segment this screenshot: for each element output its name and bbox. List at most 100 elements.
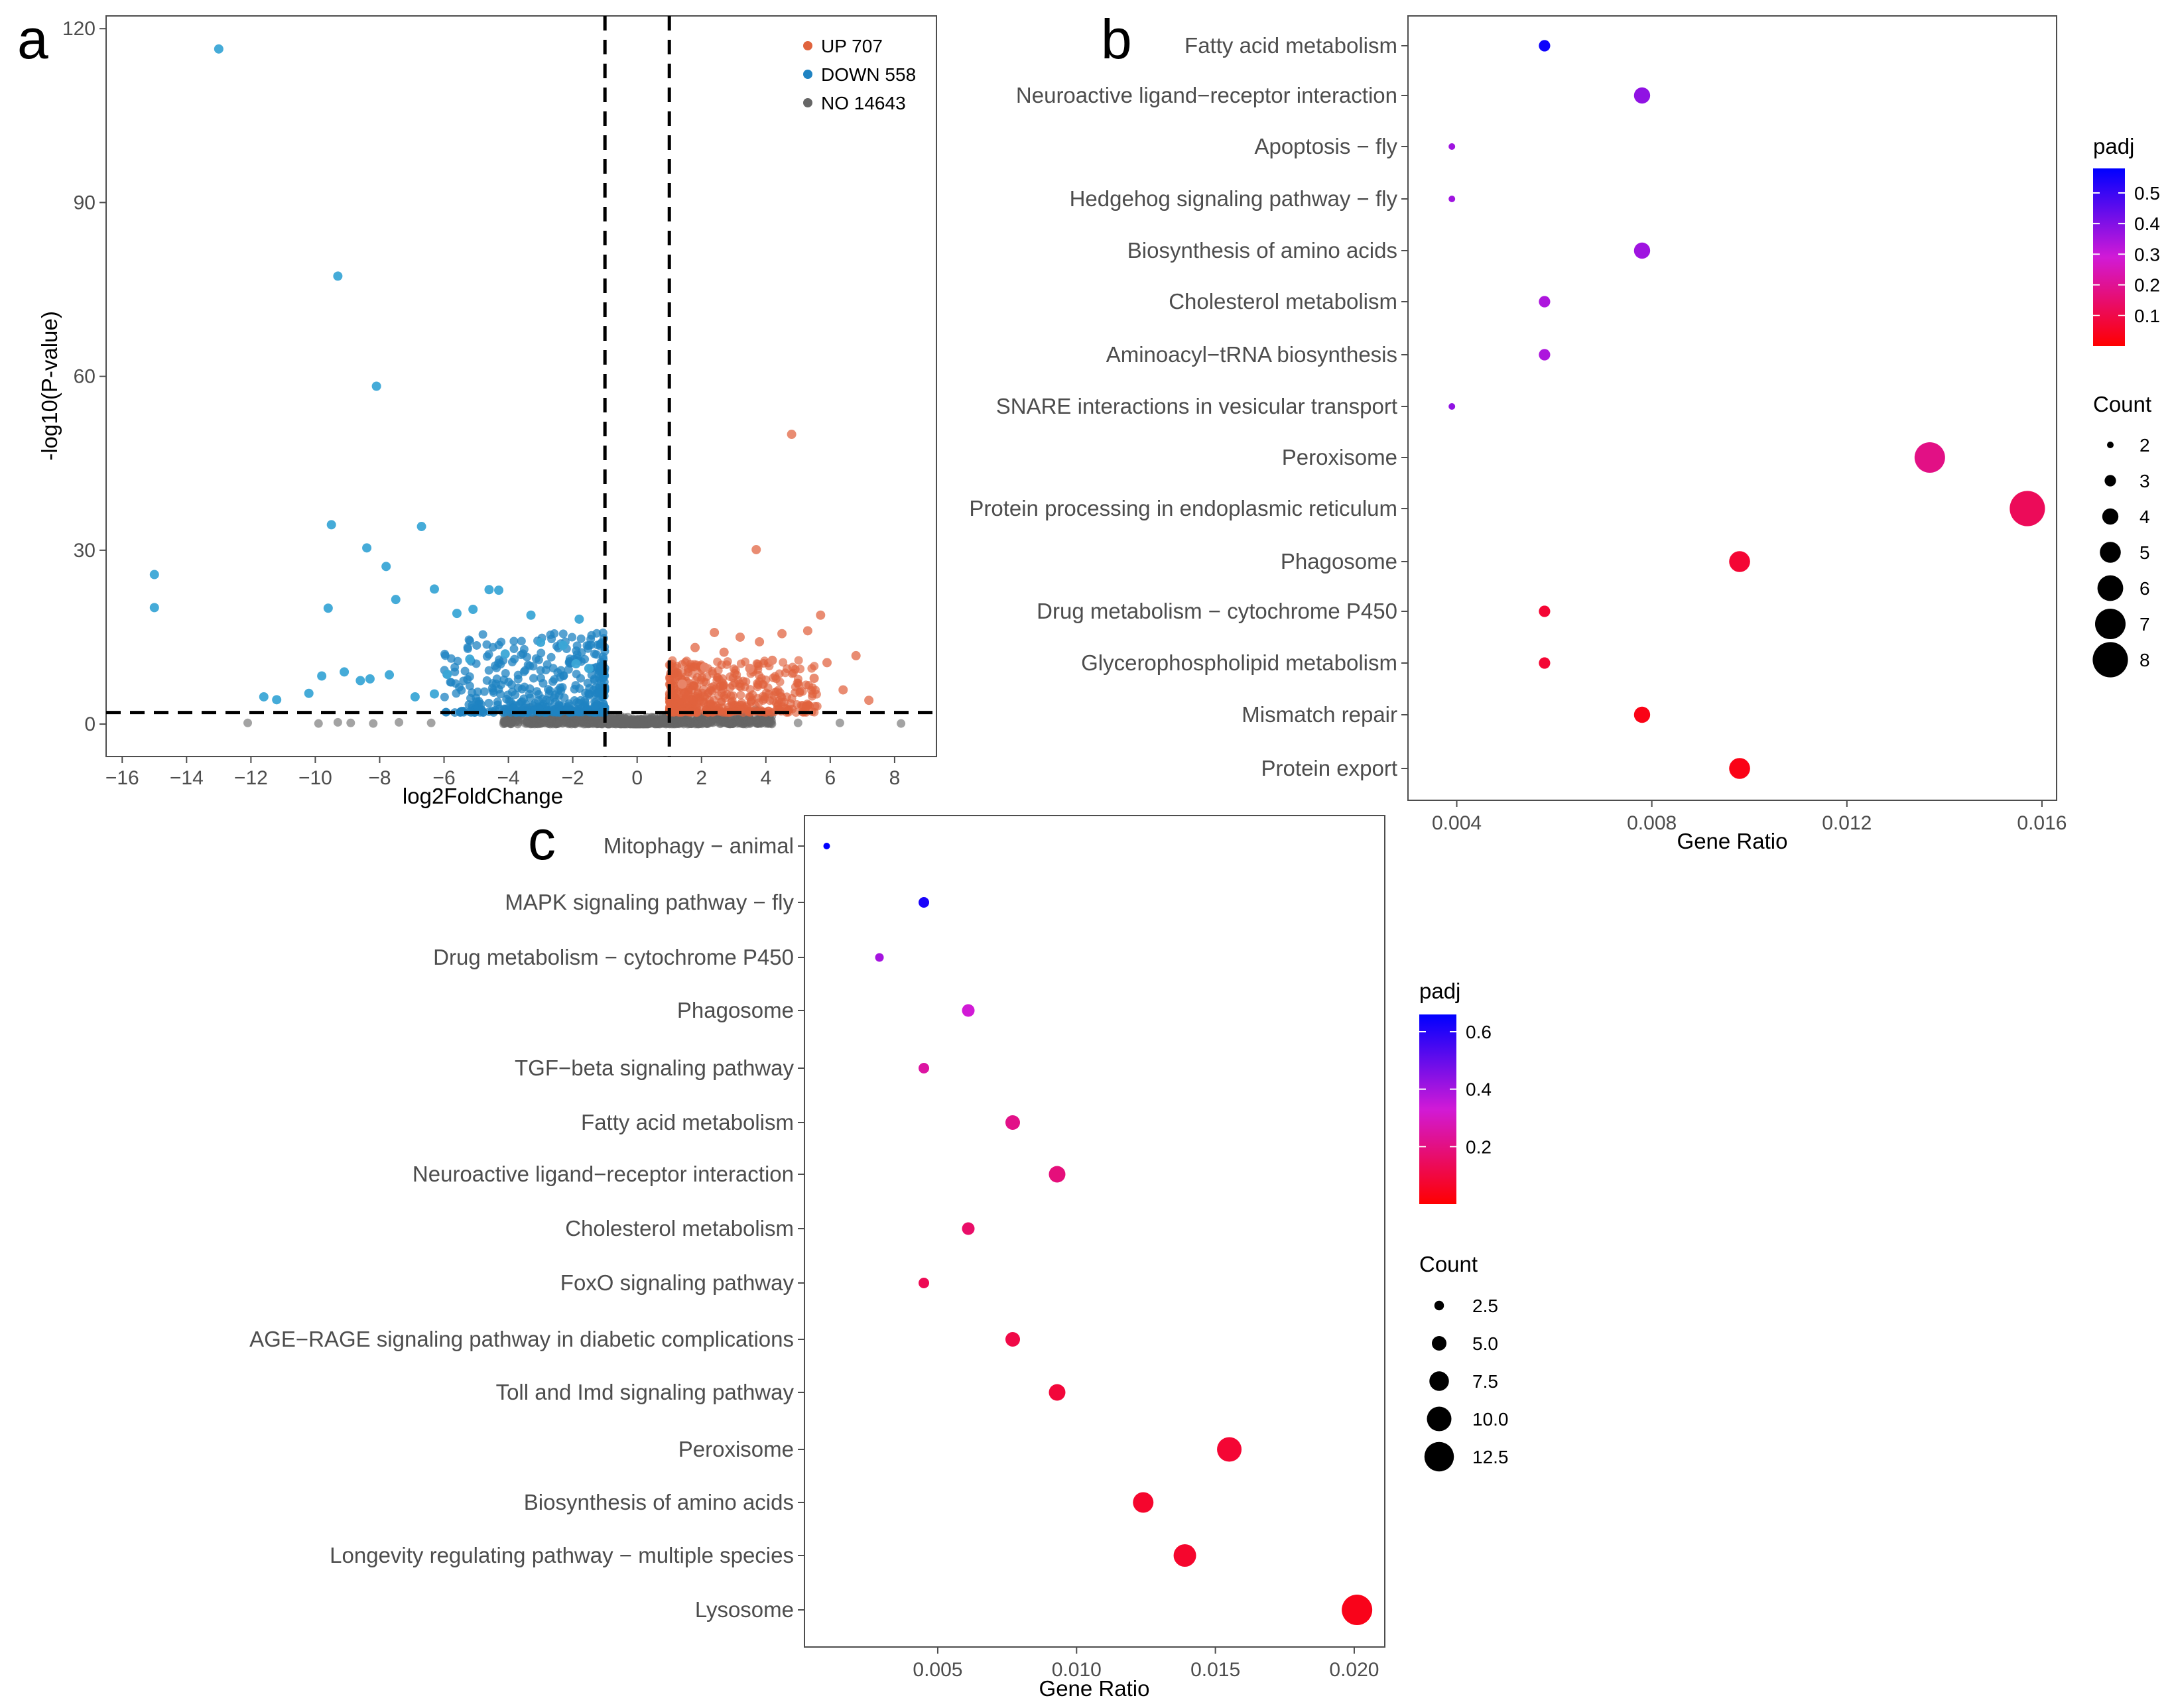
volcano-point-up [745, 692, 754, 702]
volcano-point-down [534, 696, 543, 705]
x-tick-label: 0.020 [1329, 1659, 1379, 1681]
size-legend-label: 3 [2140, 471, 2150, 491]
volcano-point-down [440, 692, 449, 702]
volcano-point-down [593, 640, 602, 650]
volcano-point-down [488, 679, 497, 688]
pathway-dot [1448, 196, 1456, 202]
category-label: Glycerophospholipid metabolism [1081, 650, 1397, 675]
volcano-point-down [490, 661, 499, 670]
volcano-x-tick-label: −10 [298, 767, 332, 789]
legend-up-swatch [803, 41, 812, 50]
volcano-point-down [581, 688, 590, 698]
pathway-dot [1633, 87, 1651, 104]
volcano-point-down [463, 675, 472, 684]
volcano-point-up [838, 685, 848, 695]
volcano-point-up [723, 657, 732, 666]
volcano-x-tick-label: 6 [825, 767, 836, 789]
volcano-point-no [761, 719, 770, 728]
volcano-point-down [522, 652, 531, 662]
volcano-y-axis: 0 30 60 90 120 [62, 18, 106, 735]
size-legend-dot [2097, 575, 2124, 601]
volcano-point-up [700, 662, 710, 672]
volcano-point-down [493, 698, 502, 707]
volcano-point-no [333, 717, 342, 727]
volcano-point-down [590, 674, 599, 684]
volcano-point-down [495, 690, 505, 699]
volcano-point-down [584, 644, 593, 653]
volcano-point-no [793, 718, 802, 727]
volcano-point-up [734, 675, 743, 684]
volcano-point-up [807, 664, 816, 673]
pathway-dot [1539, 40, 1551, 52]
volcano-x-tick-label: −14 [170, 767, 204, 789]
dotplot-c-colorbar [1419, 1014, 1456, 1204]
volcano-point-down [572, 641, 582, 650]
volcano-point-down [541, 666, 550, 675]
volcano-point-up [793, 674, 802, 684]
category-label: Drug metabolism − cytochrome P450 [433, 945, 794, 969]
dotplot-c-x-axis-title: Gene Ratio [1039, 1676, 1150, 1701]
volcano-point-no [687, 719, 696, 728]
volcano-point-down [598, 628, 607, 637]
volcano-point-down [474, 697, 483, 706]
x-tick-label: 0.008 [1627, 812, 1677, 834]
volcano-point-no [553, 719, 562, 729]
legend-up-label: UP 707 [821, 36, 883, 56]
volcano-point-down [554, 686, 563, 695]
volcano-point-up [791, 708, 800, 717]
category-label: Protein export [1261, 756, 1397, 780]
volcano-point-no [728, 719, 737, 729]
dotplot-c-categories: Mitophagy − animal MAPK signaling pathway… [249, 833, 804, 1622]
volcano-point-down [501, 668, 510, 678]
volcano-point-down [509, 644, 519, 654]
volcano-point-down [304, 688, 314, 698]
volcano-point-down [548, 707, 558, 717]
pathway-dot [1448, 143, 1456, 150]
volcano-point-up [672, 694, 681, 703]
panel-label-b: b [1101, 8, 1132, 70]
volcano-point-up [735, 632, 745, 642]
size-legend-label: 7.5 [1472, 1371, 1498, 1392]
dotplot-b-x-axis-title: Gene Ratio [1677, 829, 1788, 853]
volcano-point-up [688, 696, 698, 705]
volcano-point-down [590, 702, 599, 711]
volcano-point-no [513, 719, 523, 729]
volcano-point-up [721, 694, 730, 703]
size-legend-label: 5.0 [1472, 1333, 1498, 1354]
size-legend-dot [2107, 442, 2114, 448]
volcano-point-up [719, 647, 729, 657]
volcano-point-no [395, 717, 404, 727]
volcano-point-up [810, 707, 819, 717]
volcano-point-down [584, 664, 594, 674]
dotplot-b-categories: Fatty acid metabolism Neuroactive ligand−… [969, 33, 1408, 780]
volcano-legend: UP 707 DOWN 558 NO 14643 [803, 36, 916, 113]
pathway-dot [1914, 442, 1945, 473]
volcano-point-up [700, 692, 710, 702]
volcano-point-up [802, 626, 812, 636]
colorbar-tick-label: 0.5 [2134, 183, 2160, 204]
pathway-dot [1049, 1166, 1066, 1183]
volcano-point-up [769, 691, 779, 700]
volcano-x-tick-label: 0 [631, 767, 643, 789]
volcano-points [149, 44, 906, 729]
legend-no-label: NO 14643 [821, 93, 906, 113]
pathway-dot [919, 897, 930, 908]
legend-down-label: DOWN 558 [821, 64, 916, 85]
size-legend-label: 10.0 [1472, 1409, 1509, 1430]
volcano-point-down [511, 690, 520, 700]
volcano-point-down [571, 659, 581, 669]
volcano-point-down [502, 704, 511, 713]
category-label: SNARE interactions in vesicular transpor… [996, 394, 1397, 418]
volcano-point-down [472, 640, 481, 650]
volcano-point-down [326, 520, 336, 530]
volcano-point-up [736, 690, 745, 700]
dotplot-b: Fatty acid metabolism Neuroactive ligand−… [969, 15, 2160, 853]
dotplot-c-padj-title: padj [1419, 979, 1460, 1003]
volcano-point-down [473, 687, 482, 696]
volcano-point-down [259, 692, 269, 702]
volcano-point-down [556, 672, 565, 682]
volcano-point-up [775, 669, 784, 678]
volcano-point-up [851, 650, 861, 660]
volcano-point-down [482, 652, 491, 661]
volcano-point-up [798, 700, 807, 709]
